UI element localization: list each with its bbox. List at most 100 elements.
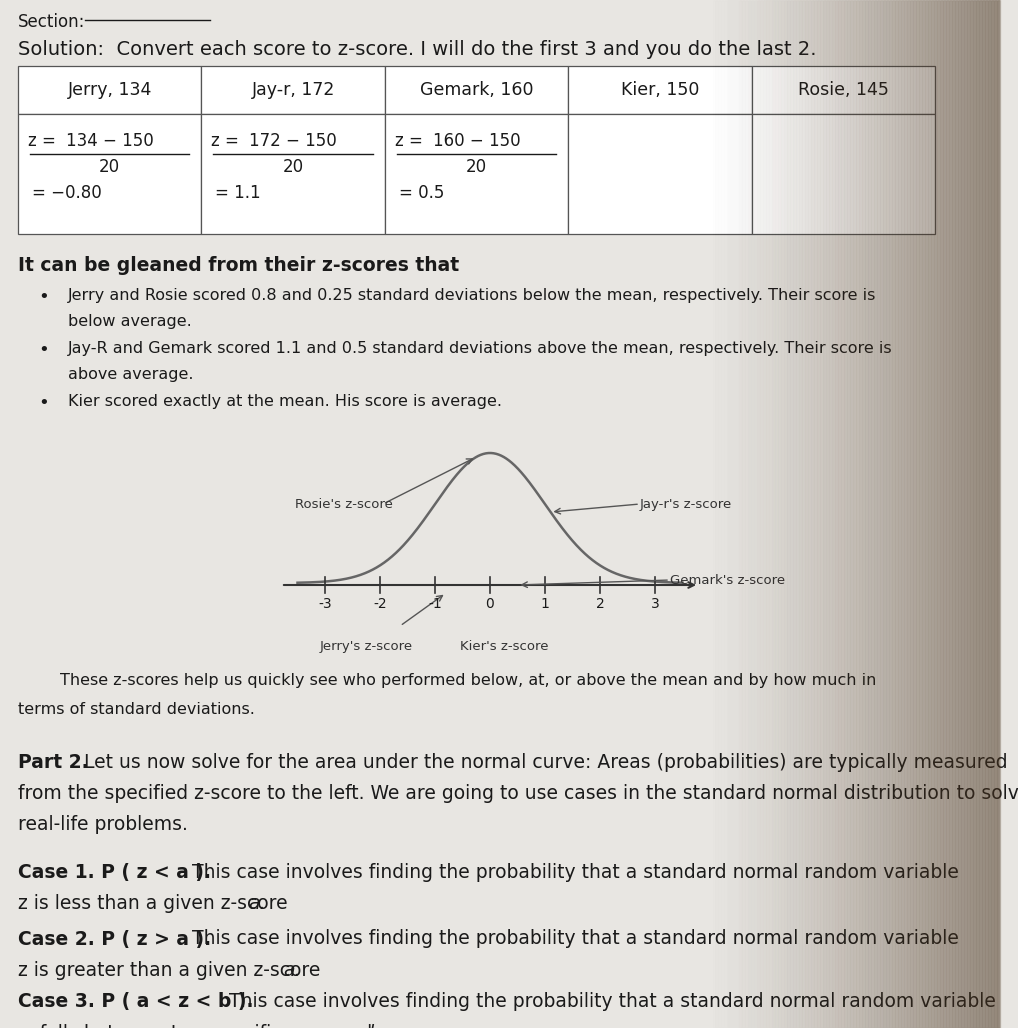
Bar: [885, 0, 887, 1028]
Bar: [907, 0, 909, 1028]
Text: Jerry, 134: Jerry, 134: [67, 81, 152, 99]
Bar: [964, 0, 966, 1028]
Bar: [784, 0, 786, 1028]
Bar: [726, 0, 728, 1028]
Bar: [957, 0, 959, 1028]
Bar: [863, 0, 865, 1028]
Bar: [970, 0, 972, 1028]
Text: Part 2.: Part 2.: [18, 752, 89, 772]
Bar: [825, 0, 827, 1028]
Bar: [905, 0, 907, 1028]
Bar: [958, 0, 960, 1028]
Bar: [931, 0, 934, 1028]
Bar: [781, 0, 783, 1028]
Bar: [742, 0, 744, 1028]
Text: Kier's z-score: Kier's z-score: [460, 640, 549, 653]
Bar: [751, 66, 935, 114]
Bar: [385, 114, 568, 234]
Bar: [755, 0, 757, 1028]
Bar: [754, 0, 756, 1028]
Bar: [857, 0, 859, 1028]
Text: z is greater than a given z-score: z is greater than a given z-score: [18, 961, 327, 980]
Bar: [18, 66, 202, 114]
Bar: [946, 0, 948, 1028]
Bar: [875, 0, 878, 1028]
Bar: [952, 0, 954, 1028]
Bar: [939, 0, 941, 1028]
Bar: [18, 114, 202, 234]
Bar: [967, 0, 969, 1028]
Bar: [733, 0, 735, 1028]
Bar: [889, 0, 891, 1028]
Bar: [977, 0, 979, 1028]
Text: •: •: [38, 288, 49, 306]
Bar: [758, 0, 760, 1028]
Bar: [818, 0, 821, 1028]
Bar: [774, 0, 776, 1028]
Bar: [790, 0, 792, 1028]
Bar: [900, 0, 902, 1028]
Text: 134 − 150: 134 − 150: [66, 132, 154, 150]
Bar: [720, 0, 722, 1028]
Bar: [859, 0, 861, 1028]
Bar: [828, 0, 830, 1028]
Bar: [895, 0, 897, 1028]
Text: •: •: [38, 395, 49, 412]
Bar: [714, 0, 716, 1028]
Bar: [891, 0, 893, 1028]
Text: Kier scored exactly at the mean. His score is average.: Kier scored exactly at the mean. His sco…: [68, 395, 502, 409]
Bar: [746, 0, 748, 1028]
Bar: [792, 0, 793, 1028]
Bar: [749, 0, 751, 1028]
Text: and: and: [331, 1024, 379, 1028]
Bar: [942, 0, 944, 1028]
Bar: [793, 0, 795, 1028]
Bar: [202, 66, 385, 114]
Bar: [811, 0, 813, 1028]
Bar: [937, 0, 939, 1028]
Bar: [903, 0, 905, 1028]
Bar: [898, 0, 900, 1028]
Bar: [821, 0, 822, 1028]
Bar: [826, 0, 828, 1028]
Bar: [854, 0, 856, 1028]
Bar: [997, 0, 999, 1028]
Bar: [787, 0, 789, 1028]
Bar: [743, 0, 745, 1028]
Bar: [808, 0, 810, 1028]
Bar: [974, 0, 976, 1028]
Text: z  falls between two specific z-scores: z falls between two specific z-scores: [18, 1024, 371, 1028]
Bar: [993, 0, 995, 1028]
Bar: [712, 0, 714, 1028]
Bar: [739, 0, 741, 1028]
Bar: [869, 0, 871, 1028]
Bar: [925, 0, 927, 1028]
Text: Jerry and Rosie scored 0.8 and 0.25 standard deviations below the mean, respecti: Jerry and Rosie scored 0.8 and 0.25 stan…: [68, 288, 876, 303]
Bar: [971, 0, 973, 1028]
Bar: [945, 0, 947, 1028]
Bar: [968, 0, 970, 1028]
Text: Kier, 150: Kier, 150: [621, 81, 699, 99]
Bar: [723, 0, 725, 1028]
Text: -1: -1: [429, 597, 442, 611]
Bar: [823, 0, 825, 1028]
Bar: [769, 0, 771, 1028]
Bar: [948, 0, 950, 1028]
Bar: [960, 0, 961, 1028]
Bar: [866, 0, 868, 1028]
Bar: [718, 0, 720, 1028]
Bar: [850, 0, 852, 1028]
Bar: [831, 0, 833, 1028]
Bar: [764, 0, 765, 1028]
Bar: [848, 0, 850, 1028]
Bar: [989, 0, 992, 1028]
Text: This case involves finding the probability that a standard normal random variabl: This case involves finding the probabili…: [223, 992, 996, 1012]
Bar: [914, 0, 916, 1028]
Bar: [988, 0, 989, 1028]
Bar: [817, 0, 819, 1028]
Text: z =: z =: [29, 132, 56, 150]
Bar: [955, 0, 957, 1028]
Bar: [724, 0, 726, 1028]
Text: = −0.80: = −0.80: [32, 184, 102, 201]
Bar: [745, 0, 747, 1028]
